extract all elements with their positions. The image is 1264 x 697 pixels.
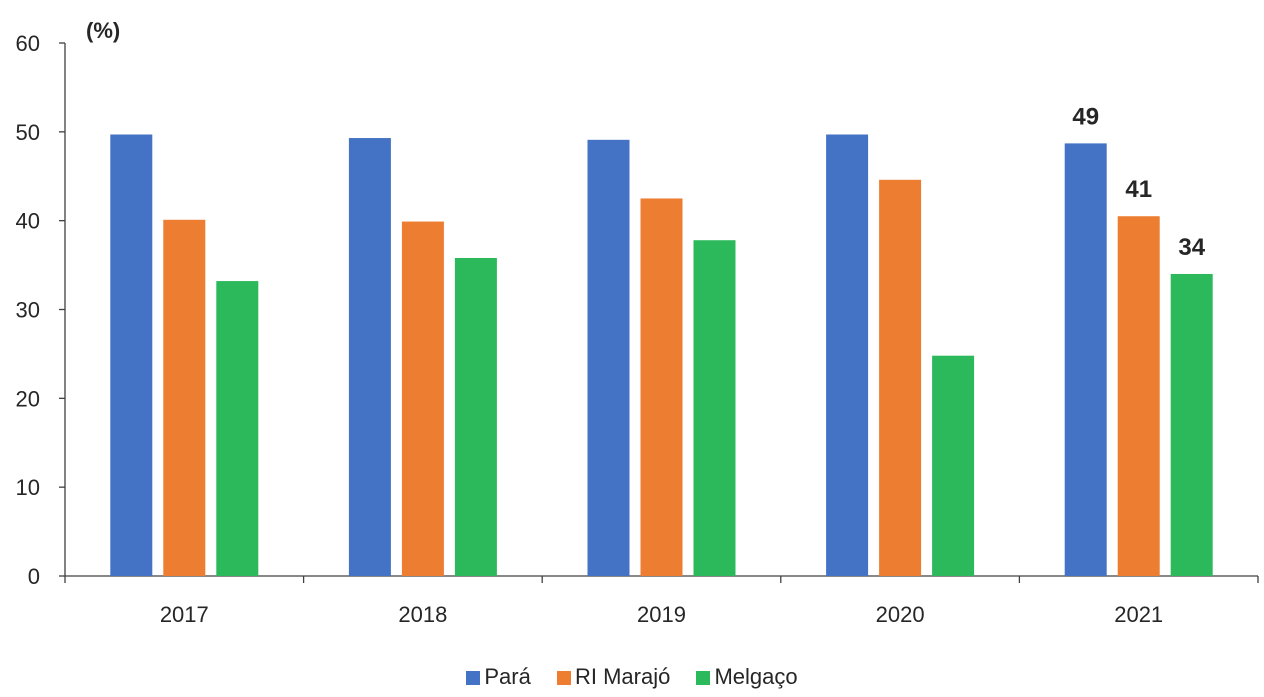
data-label: 41: [1125, 176, 1152, 203]
bar: [348, 138, 391, 576]
bar: [879, 179, 922, 576]
data-labels: 49 41 34: [1072, 103, 1205, 261]
bar-chart: 0 10 20 30 40 50 60 2017 2018 2019 2020 2021 49 41 3…: [16, 18, 1259, 627]
y-axis-unit-label: (%): [86, 18, 120, 43]
x-tick-label: 2021: [1114, 602, 1163, 627]
bar: [932, 355, 975, 576]
bar: [640, 198, 683, 577]
data-label: 49: [1072, 103, 1099, 130]
legend: Pará RI Marajó Melgaço: [0, 664, 1264, 690]
y-tick-label: 30: [16, 298, 40, 323]
bar: [1064, 143, 1107, 577]
legend-item-melgaco: Melgaço: [696, 664, 798, 690]
data-label: 34: [1178, 234, 1205, 261]
bar: [110, 134, 153, 576]
x-tick-label: 2019: [637, 602, 686, 627]
x-axis: 2017 2018 2019 2020 2021: [64, 575, 1259, 627]
legend-swatch-ri-marajo: [556, 671, 571, 685]
legend-label-para: Pará: [484, 664, 531, 689]
legend-item-ri-marajo: RI Marajó: [556, 664, 671, 690]
legend-swatch-melgaco: [696, 671, 711, 685]
bar: [587, 139, 630, 576]
bar: [826, 134, 869, 576]
y-tick-label: 20: [16, 386, 40, 411]
bar: [1170, 273, 1213, 576]
bar: [401, 221, 444, 576]
bar: [163, 219, 206, 577]
bars: [110, 134, 1213, 577]
bar: [216, 281, 259, 576]
y-tick-label: 0: [28, 564, 40, 589]
legend-label-ri-marajo: RI Marajó: [574, 664, 671, 689]
x-tick-label: 2017: [160, 602, 209, 627]
legend-label-melgaco: Melgaço: [714, 664, 798, 689]
legend-item-para: Pará: [466, 664, 531, 690]
y-axis: 0 10 20 30 40 50 60: [16, 31, 66, 589]
legend-swatch-para: [466, 671, 481, 685]
bar: [693, 240, 736, 576]
y-tick-label: 60: [16, 31, 40, 56]
x-tick-label: 2020: [876, 602, 925, 627]
bar: [1117, 216, 1160, 576]
bar: [454, 257, 497, 576]
y-tick-label: 40: [16, 209, 40, 234]
x-tick-label: 2018: [398, 602, 447, 627]
y-tick-label: 10: [16, 475, 40, 500]
y-tick-label: 50: [16, 120, 40, 145]
